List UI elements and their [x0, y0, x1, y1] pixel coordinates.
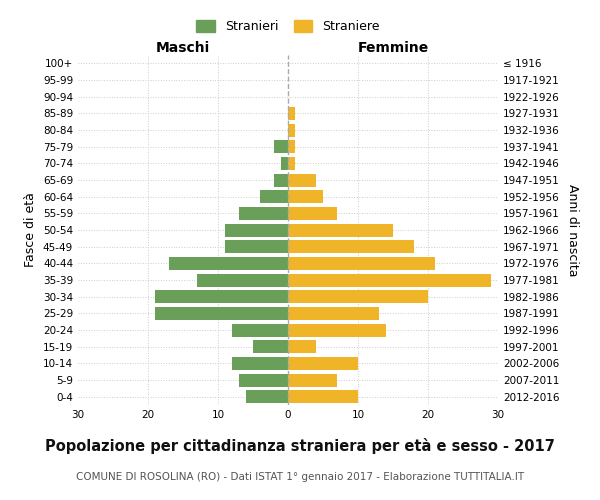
Bar: [225, 240, 288, 253]
Bar: [288, 157, 295, 170]
Bar: [288, 324, 386, 336]
Bar: [155, 290, 288, 303]
Bar: [288, 357, 358, 370]
Bar: [225, 224, 288, 236]
Text: Maschi: Maschi: [156, 41, 210, 55]
Bar: [288, 240, 414, 253]
Bar: [246, 390, 288, 403]
Bar: [288, 207, 337, 220]
Bar: [288, 390, 358, 403]
Bar: [232, 324, 288, 336]
Bar: [288, 257, 435, 270]
Bar: [260, 190, 288, 203]
Y-axis label: Fasce di età: Fasce di età: [25, 192, 37, 268]
Legend: Stranieri, Straniere: Stranieri, Straniere: [191, 16, 385, 38]
Bar: [274, 174, 288, 186]
Bar: [288, 224, 393, 236]
Bar: [274, 140, 288, 153]
Text: Femmine: Femmine: [358, 41, 428, 55]
Bar: [288, 124, 295, 136]
Bar: [288, 307, 379, 320]
Bar: [288, 274, 491, 286]
Bar: [281, 157, 288, 170]
Bar: [288, 290, 428, 303]
Bar: [288, 340, 316, 353]
Text: COMUNE DI ROSOLINA (RO) - Dati ISTAT 1° gennaio 2017 - Elaborazione TUTTITALIA.I: COMUNE DI ROSOLINA (RO) - Dati ISTAT 1° …: [76, 472, 524, 482]
Bar: [288, 374, 337, 386]
Bar: [288, 107, 295, 120]
Bar: [239, 207, 288, 220]
Bar: [253, 340, 288, 353]
Bar: [169, 257, 288, 270]
Text: Popolazione per cittadinanza straniera per età e sesso - 2017: Popolazione per cittadinanza straniera p…: [45, 438, 555, 454]
Bar: [288, 140, 295, 153]
Bar: [155, 307, 288, 320]
Bar: [197, 274, 288, 286]
Bar: [288, 174, 316, 186]
Bar: [239, 374, 288, 386]
Bar: [232, 357, 288, 370]
Bar: [288, 190, 323, 203]
Y-axis label: Anni di nascita: Anni di nascita: [566, 184, 579, 276]
